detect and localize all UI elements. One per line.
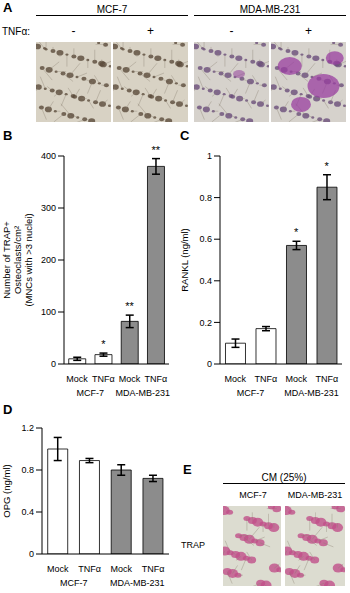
svg-text:300: 300: [41, 203, 56, 213]
svg-text:0.4: 0.4: [199, 276, 212, 286]
svg-text:TNFα: TNFα: [78, 564, 101, 574]
svg-text:1.2: 1.2: [21, 423, 34, 433]
svg-text:MDA-MB-231: MDA-MB-231: [284, 388, 339, 398]
svg-text:Mock: Mock: [47, 564, 69, 574]
svg-text:0.4: 0.4: [21, 507, 34, 517]
html-text:MDA-MB-231: MDA-MB-231: [239, 4, 301, 15]
svg-text:Osteoclasts/cm²: Osteoclasts/cm²: [12, 226, 23, 294]
svg-text:1: 1: [207, 151, 212, 161]
svg-text:400: 400: [41, 151, 56, 161]
html-text:MDA-MB-231: MDA-MB-231: [287, 490, 343, 500]
svg-text:*: *: [325, 160, 330, 172]
svg-text:200: 200: [41, 255, 56, 265]
html-text:TNFα:: TNFα:: [2, 26, 30, 37]
html-text:D: D: [3, 402, 13, 417]
svg-text:0.8: 0.8: [199, 193, 212, 203]
svg-text:TNFα: TNFα: [142, 564, 165, 574]
html-text:B: B: [3, 128, 13, 143]
html-text:A: A: [3, 0, 13, 15]
svg-text:Number of TRAP+: Number of TRAP+: [1, 221, 12, 299]
svg-text:Mock: Mock: [66, 374, 88, 384]
svg-text:0: 0: [29, 549, 34, 559]
svg-text:MCF-7: MCF-7: [237, 388, 265, 398]
svg-text:TNFα: TNFα: [145, 374, 168, 384]
svg-text:MCF-7: MCF-7: [77, 388, 105, 398]
svg-text:MDA-MB-231: MDA-MB-231: [110, 578, 165, 588]
html-text:C: C: [180, 128, 190, 143]
svg-text:(MNCs with >3 nuclei): (MNCs with >3 nuclei): [23, 213, 34, 306]
html-text:MCF-7: MCF-7: [96, 4, 128, 15]
svg-text:0.6: 0.6: [199, 234, 212, 244]
html-text:TRAP: TRAP: [181, 540, 205, 550]
svg-text:0: 0: [51, 359, 56, 369]
svg-text:TNFα: TNFα: [315, 374, 338, 384]
svg-text:TNFα: TNFα: [92, 374, 115, 384]
html-text:CM (25%): CM (25%): [261, 472, 307, 483]
svg-text:*: *: [294, 226, 299, 238]
svg-text:Mock: Mock: [224, 374, 246, 384]
svg-text:TNFα: TNFα: [254, 374, 277, 384]
svg-text:MDA-MB-231: MDA-MB-231: [115, 388, 170, 398]
svg-text:RANKL (ng/ml): RANKL (ng/ml): [179, 228, 190, 292]
svg-text:Mock: Mock: [119, 374, 141, 384]
svg-text:0.8: 0.8: [21, 465, 34, 475]
svg-text:*: *: [101, 338, 106, 350]
html-text:E: E: [183, 462, 192, 477]
svg-text:100: 100: [41, 307, 56, 317]
svg-text:**: **: [152, 144, 161, 156]
svg-text:MCF-7: MCF-7: [60, 578, 88, 588]
svg-text:Mock: Mock: [285, 374, 307, 384]
svg-text:0.2: 0.2: [199, 318, 212, 328]
html-text:MCF-7: MCF-7: [239, 490, 267, 500]
svg-text:OPG (ng/ml): OPG (ng/ml): [1, 464, 12, 517]
svg-text:**: **: [125, 300, 134, 312]
svg-text:Mock: Mock: [111, 564, 133, 574]
svg-text:0: 0: [207, 359, 212, 369]
